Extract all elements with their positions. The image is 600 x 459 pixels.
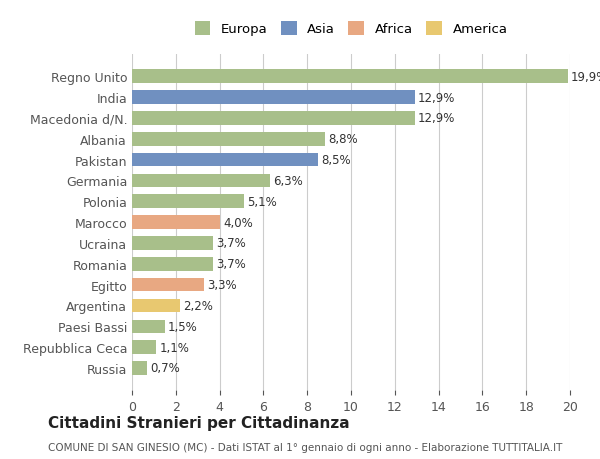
Text: 8,5%: 8,5%: [322, 154, 351, 167]
Bar: [132, 91, 415, 105]
Text: 8,8%: 8,8%: [328, 133, 358, 146]
Text: 2,2%: 2,2%: [184, 299, 214, 312]
Text: 19,9%: 19,9%: [571, 71, 600, 84]
Bar: [132, 195, 244, 208]
Bar: [132, 216, 220, 230]
Bar: [132, 278, 204, 292]
Text: 1,5%: 1,5%: [168, 320, 198, 333]
Legend: Europa, Asia, Africa, America: Europa, Asia, Africa, America: [191, 18, 511, 40]
Text: 3,7%: 3,7%: [217, 257, 246, 271]
Text: 12,9%: 12,9%: [418, 112, 455, 125]
Bar: [132, 153, 318, 167]
Bar: [132, 299, 180, 313]
Text: 6,3%: 6,3%: [273, 174, 303, 188]
Bar: [132, 237, 213, 250]
Bar: [132, 257, 213, 271]
Bar: [132, 133, 325, 146]
Text: 3,3%: 3,3%: [208, 279, 237, 291]
Bar: [132, 174, 270, 188]
Text: COMUNE DI SAN GINESIO (MC) - Dati ISTAT al 1° gennaio di ogni anno - Elaborazion: COMUNE DI SAN GINESIO (MC) - Dati ISTAT …: [48, 442, 562, 452]
Text: 4,0%: 4,0%: [223, 216, 253, 229]
Bar: [132, 112, 415, 125]
Bar: [132, 341, 156, 354]
Bar: [132, 70, 568, 84]
Text: Cittadini Stranieri per Cittadinanza: Cittadini Stranieri per Cittadinanza: [48, 415, 350, 430]
Bar: [132, 361, 148, 375]
Text: 3,7%: 3,7%: [217, 237, 246, 250]
Text: 0,7%: 0,7%: [151, 362, 181, 375]
Bar: [132, 320, 165, 333]
Text: 5,1%: 5,1%: [247, 196, 277, 208]
Text: 1,1%: 1,1%: [160, 341, 189, 354]
Text: 12,9%: 12,9%: [418, 91, 455, 104]
